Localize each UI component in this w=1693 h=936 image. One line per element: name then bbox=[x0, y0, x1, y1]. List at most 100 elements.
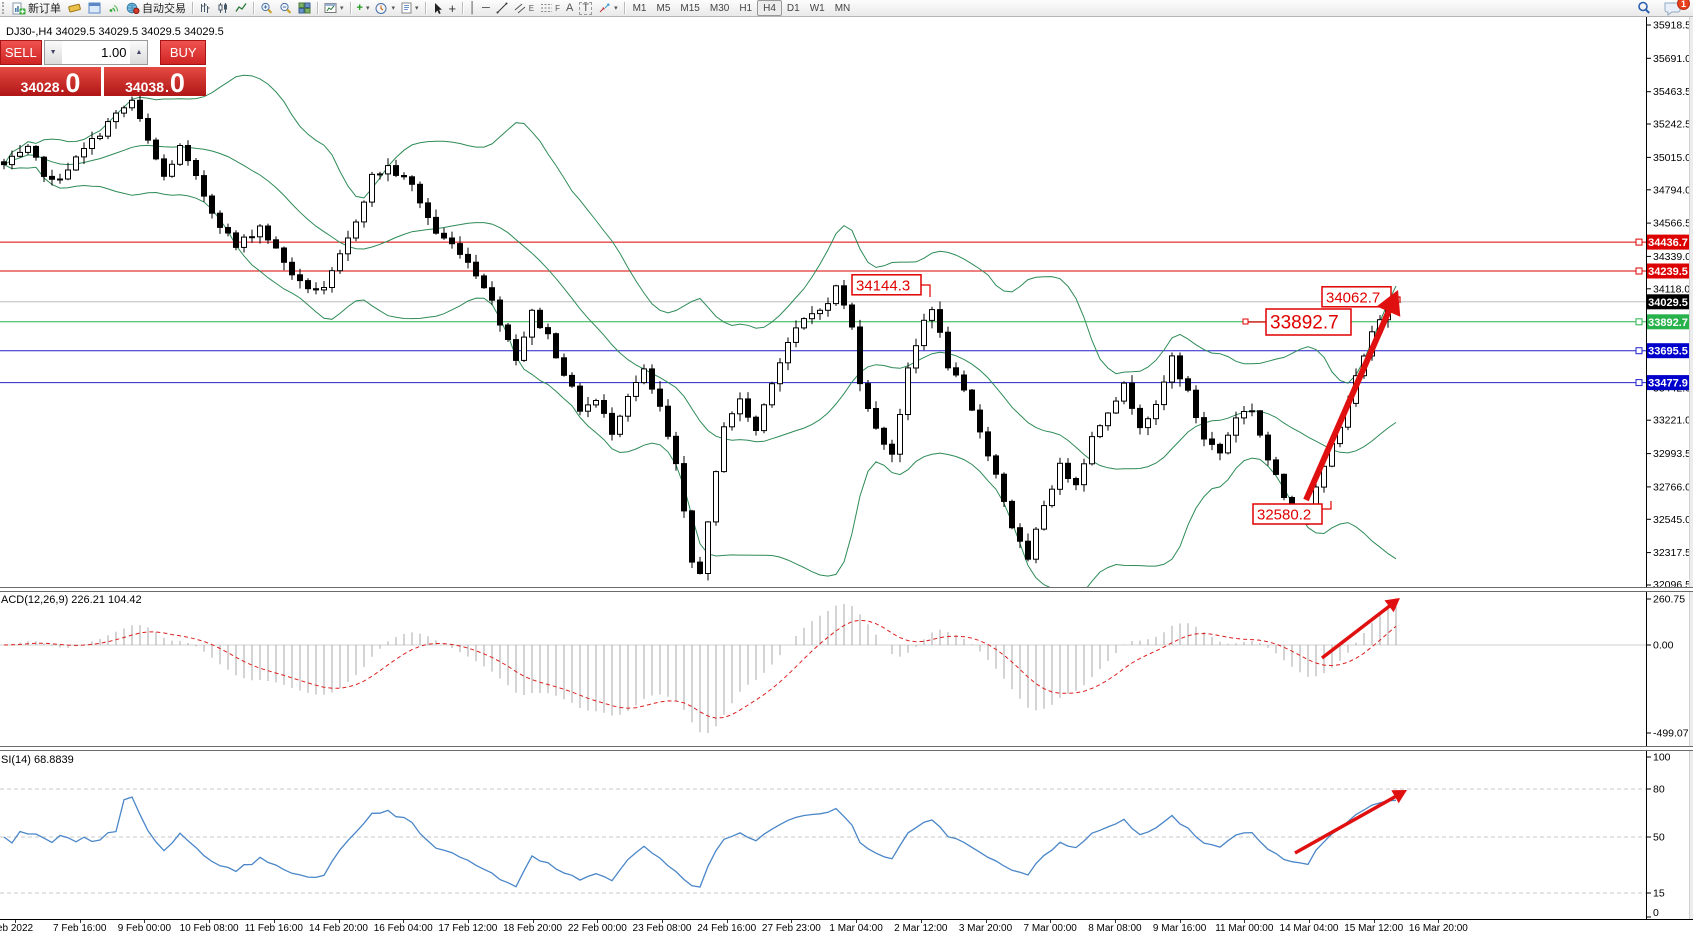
buy-button[interactable]: BUY bbox=[160, 40, 206, 65]
timeframe-m1[interactable]: M1 bbox=[628, 0, 652, 16]
notifications-button[interactable]: 1 bbox=[1660, 0, 1690, 16]
time-tick bbox=[1114, 920, 1116, 923]
bar-chart-button[interactable] bbox=[196, 0, 214, 16]
sell-button[interactable]: SELL bbox=[0, 40, 42, 65]
svg-text:34339.0: 34339.0 bbox=[1653, 251, 1691, 263]
candlestick-chart-button[interactable] bbox=[214, 0, 232, 16]
sell-price-box[interactable]: 34028. 0 bbox=[0, 67, 101, 96]
svg-text:34436.7: 34436.7 bbox=[1648, 237, 1688, 249]
svg-text:34062.7: 34062.7 bbox=[1326, 289, 1380, 306]
time-axis[interactable]: eb 2022 7 Feb 16:00 9 Feb 00:00 10 Feb 08:0… bbox=[0, 919, 1693, 936]
chevron-down-icon: ▾ bbox=[414, 5, 419, 12]
panel-separator-macd[interactable] bbox=[0, 587, 1693, 592]
rsi-indicator-label: SI(14) 68.8839 bbox=[1, 754, 74, 766]
autotrading-button[interactable]: 自动交易 bbox=[123, 0, 189, 16]
time-tick bbox=[273, 920, 275, 923]
toolbar-separator bbox=[349, 2, 351, 14]
time-tick bbox=[920, 920, 922, 923]
time-label: 7 Feb 16:00 bbox=[53, 923, 107, 934]
tile-windows-icon bbox=[298, 2, 311, 14]
text-icon: A bbox=[566, 1, 574, 14]
equidistant-channel-tool-button[interactable]: E bbox=[511, 0, 537, 16]
channel-icon bbox=[514, 3, 526, 14]
timeframe-d1[interactable]: D1 bbox=[782, 0, 805, 16]
time-tick bbox=[1309, 920, 1310, 923]
time-label: 11 Feb 16:00 bbox=[244, 923, 303, 934]
time-label: 16 Feb 04:00 bbox=[373, 923, 433, 934]
time-tick bbox=[209, 920, 211, 923]
volume-increase-button[interactable]: ▲ bbox=[130, 41, 148, 64]
svg-text:34566.5: 34566.5 bbox=[1653, 218, 1691, 230]
signal-button[interactable] bbox=[104, 0, 123, 16]
fibonacci-tool-button[interactable]: F bbox=[537, 0, 563, 16]
svg-text:34118.0: 34118.0 bbox=[1653, 283, 1690, 295]
time-label: 11 Mar 00:00 bbox=[1215, 923, 1274, 934]
time-label: 3 Mar 20:00 bbox=[958, 923, 1013, 934]
crosshair-tool-button[interactable]: + bbox=[446, 0, 460, 16]
timeframe-m5[interactable]: M5 bbox=[652, 0, 676, 16]
horizontal-line-tool-button[interactable]: ─ bbox=[479, 0, 493, 16]
svg-text:34029.5: 34029.5 bbox=[1648, 297, 1688, 309]
new-chart-window-button[interactable]: ▾ bbox=[321, 0, 347, 16]
time-tick bbox=[1244, 920, 1246, 923]
time-label: 23 Feb 08:00 bbox=[632, 923, 692, 934]
time-tick bbox=[597, 920, 599, 923]
time-label: 14 Mar 04:00 bbox=[1279, 923, 1339, 934]
timeframe-mn[interactable]: MN bbox=[830, 0, 856, 16]
toolbar-separator bbox=[317, 2, 318, 14]
indicators-button[interactable]: + ▾ bbox=[354, 0, 373, 16]
svg-text:35463.5: 35463.5 bbox=[1653, 86, 1691, 98]
timeframe-m30[interactable]: M30 bbox=[705, 0, 734, 16]
volume-input[interactable] bbox=[61, 41, 131, 64]
buy-price-pip: 0 bbox=[169, 67, 185, 98]
timeframe-h1[interactable]: H1 bbox=[734, 0, 757, 16]
templates-button[interactable]: ▾ bbox=[398, 0, 422, 16]
zoom-out-icon bbox=[280, 2, 292, 14]
toolbar-separator bbox=[623, 2, 625, 14]
periods-button[interactable]: ▾ bbox=[372, 0, 398, 16]
zoom-out-button[interactable] bbox=[276, 0, 295, 16]
market-watch-button[interactable] bbox=[64, 0, 85, 16]
new-order-button[interactable]: 新订单 bbox=[9, 0, 64, 16]
navigator-icon bbox=[88, 2, 101, 14]
timeframe-h4[interactable]: H4 bbox=[757, 0, 782, 16]
trade-controls-row: SELL ▼ ▲ BUY bbox=[0, 40, 206, 65]
svg-text:34239.5: 34239.5 bbox=[1648, 266, 1688, 278]
timeframe-w1[interactable]: W1 bbox=[805, 0, 830, 16]
buy-price-box[interactable]: 34038. 0 bbox=[104, 67, 206, 96]
time-tick bbox=[1179, 920, 1181, 923]
timeframe-m15[interactable]: M15 bbox=[675, 0, 704, 16]
panel-separator-rsi[interactable] bbox=[0, 746, 1693, 751]
cursor-tool-button[interactable] bbox=[429, 0, 446, 16]
toolbar-grip[interactable] bbox=[2, 2, 7, 14]
time-tick bbox=[1050, 920, 1052, 923]
right-edge-strip bbox=[1689, 17, 1693, 936]
indicators-plus-icon: + bbox=[356, 1, 363, 14]
vertical-line-tool-button[interactable]: │ bbox=[466, 0, 479, 16]
signal-icon bbox=[109, 4, 119, 12]
time-tick bbox=[338, 920, 340, 923]
new-order-icon bbox=[12, 2, 26, 14]
zoom-in-button[interactable] bbox=[257, 0, 276, 16]
zoom-in-icon bbox=[261, 2, 273, 14]
navigator-button[interactable] bbox=[85, 0, 104, 16]
bar-chart-icon bbox=[201, 3, 210, 13]
text-label-tool-button[interactable]: T bbox=[576, 0, 595, 16]
channel-label: E bbox=[528, 3, 535, 13]
one-click-trading-panel: SELL ▼ ▲ BUY 34028.0 34038.0 bbox=[0, 40, 206, 96]
svg-text:34144.3: 34144.3 bbox=[856, 277, 910, 294]
time-label: 24 Feb 16:00 bbox=[697, 923, 757, 934]
volume-decrease-button[interactable]: ▼ bbox=[44, 41, 62, 64]
trendline-tool-button[interactable] bbox=[493, 0, 511, 16]
line-chart-icon bbox=[235, 3, 247, 12]
text-tool-button[interactable]: A bbox=[563, 0, 576, 16]
tile-windows-button[interactable] bbox=[295, 0, 314, 16]
time-tick bbox=[985, 920, 987, 923]
chevron-down-icon: ▾ bbox=[614, 5, 618, 12]
chevron-down-icon: ▾ bbox=[365, 5, 370, 12]
arrows-tool-button[interactable]: ▾ bbox=[595, 0, 621, 16]
search-button[interactable] bbox=[1634, 0, 1654, 16]
line-chart-button[interactable] bbox=[232, 0, 250, 16]
